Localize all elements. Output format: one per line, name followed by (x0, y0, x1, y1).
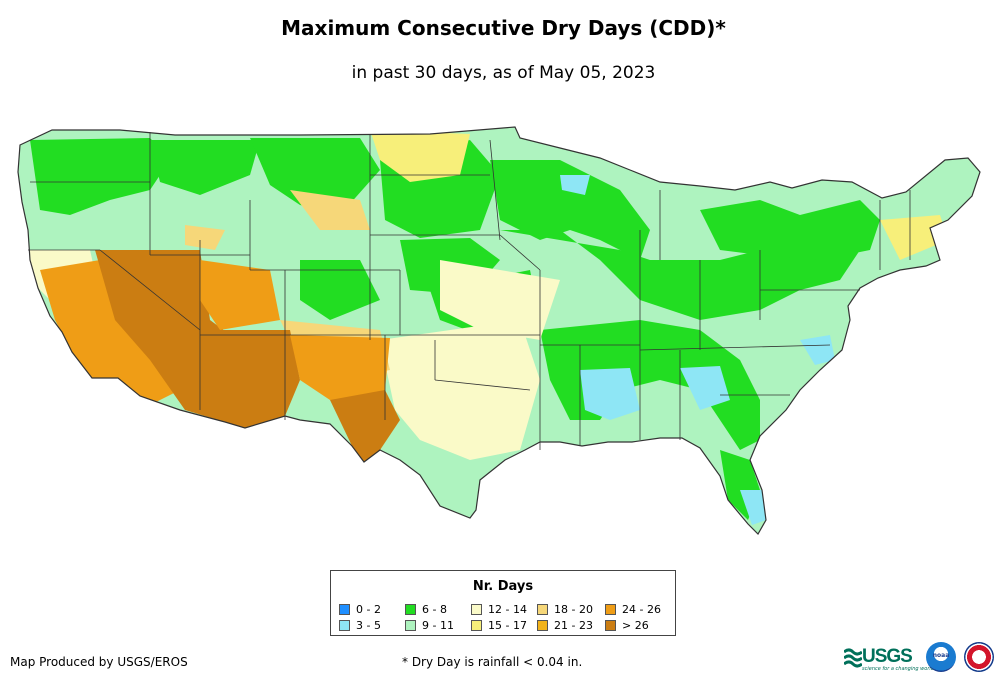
usgs-wave-icon (844, 648, 862, 668)
legend-items: 0 - 2 3 - 5 6 - 8 9 - 11 12 - 14 15 - 17 18 - … (339, 601, 675, 633)
legend-item: 3 - 5 (339, 617, 405, 633)
legend-swatch (339, 603, 350, 615)
us-outline (17, 126, 981, 535)
legend-item: 12 - 14 (471, 601, 537, 617)
legend-swatch (471, 619, 482, 631)
legend-swatch (339, 619, 350, 631)
legend-swatch (537, 619, 548, 631)
legend-label: 15 - 17 (488, 618, 527, 632)
legend-label: 3 - 5 (356, 618, 381, 632)
state-boundaries (28, 132, 911, 450)
noaa-logo: noaa (926, 642, 956, 672)
legend-label: 0 - 2 (356, 602, 381, 616)
legend-item: > 26 (605, 617, 665, 633)
legend-label: 21 - 23 (554, 618, 593, 632)
legend-label: > 26 (622, 618, 649, 632)
legend-swatch (605, 603, 616, 615)
legend-item: 21 - 23 (537, 617, 605, 633)
legend-item: 9 - 11 (405, 617, 471, 633)
legend-item: 6 - 8 (405, 601, 471, 617)
legend-swatch (405, 603, 416, 615)
map-subtitle: in past 30 days, as of May 05, 2023 (351, 63, 656, 83)
legend-item: 24 - 26 (605, 601, 665, 617)
legend-item: 0 - 2 (339, 601, 405, 617)
usgs-text: USGS (862, 646, 913, 667)
map-title: Maximum Consecutive Dry Days (CDD)* (281, 16, 726, 40)
legend-label: 24 - 26 (622, 602, 661, 616)
credit-text: Map Produced by USGS/EROS (10, 655, 188, 669)
legend-swatch (471, 603, 482, 615)
legend: Nr. Days 0 - 2 3 - 5 6 - 8 9 - 11 12 - 14 15 … (330, 570, 676, 636)
legend-label: 9 - 11 (422, 618, 454, 632)
legend-item: 15 - 17 (471, 617, 537, 633)
legend-swatch (537, 603, 548, 615)
footnote: * Dry Day is rainfall < 0.04 in. (402, 655, 583, 669)
legend-swatch (405, 619, 416, 631)
legend-title: Nr. Days (472, 579, 534, 594)
map-fill-regions (18, 127, 980, 534)
usgs-tagline: science for a changing world (862, 666, 934, 672)
usgs-logo: USGS science for a changing world (844, 644, 934, 672)
agency-logos: USGS science for a changing world noaa (840, 640, 1000, 678)
legend-label: 12 - 14 (488, 602, 527, 616)
nws-logo (964, 642, 994, 672)
us-dry-days-map (17, 126, 981, 535)
noaa-text: noaa (932, 652, 950, 659)
legend-item: 18 - 20 (537, 601, 605, 617)
legend-label: 18 - 20 (554, 602, 593, 616)
legend-label: 6 - 8 (422, 602, 447, 616)
legend-swatch (605, 619, 616, 631)
